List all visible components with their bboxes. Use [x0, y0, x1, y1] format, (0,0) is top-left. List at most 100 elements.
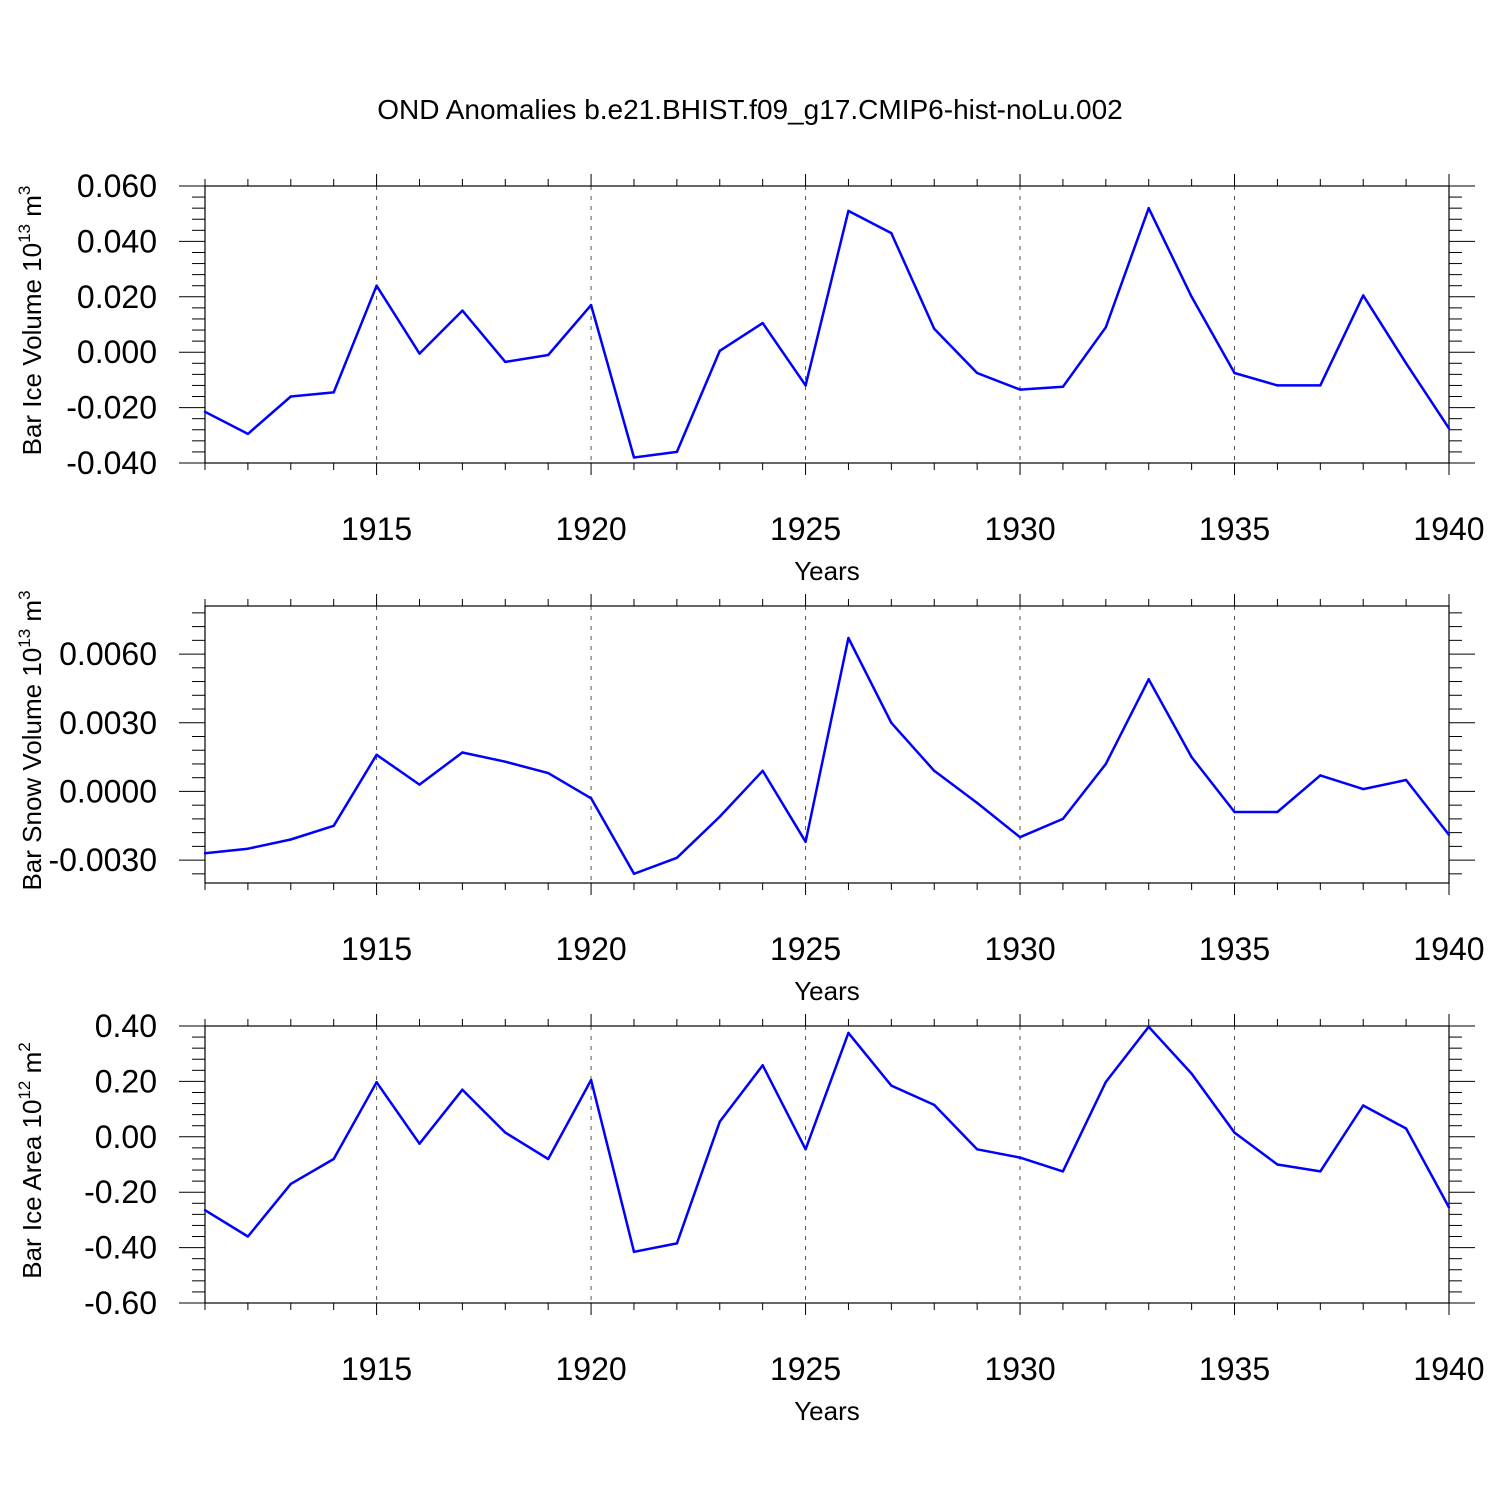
x-tick-label: 1940 — [1413, 931, 1484, 967]
y-axis-label-exponent: 13 — [15, 629, 34, 648]
data-point — [289, 838, 292, 841]
y-tick-label: -0.020 — [66, 390, 157, 426]
data-point — [504, 360, 507, 364]
y-axis-label: Bar Ice Volume 1013 m3 — [15, 186, 47, 456]
data-point — [1147, 1025, 1150, 1029]
y-tick-label: 0.020 — [77, 279, 157, 315]
data-point — [632, 1250, 636, 1253]
data-point — [718, 815, 721, 818]
data-point — [461, 751, 464, 754]
y-tick-label: -0.20 — [84, 1174, 157, 1210]
y-axis-label-unit-exponent: 3 — [15, 590, 34, 599]
panel-2: -0.0030 0.0000 0.0030 0.0060 1915 1920 1925 193… — [15, 590, 1485, 1006]
data-point — [375, 753, 378, 757]
y-tick-label: 0.040 — [77, 223, 157, 259]
x-tick-label: 1930 — [984, 1351, 1055, 1387]
data-point — [1061, 817, 1065, 821]
data-point — [804, 840, 807, 843]
data-point — [246, 847, 250, 850]
data-point — [1362, 787, 1365, 791]
y-axis-label-unit: m — [17, 195, 47, 224]
y-axis-label-text: Bar Ice Area 10 — [17, 1100, 47, 1279]
data-point — [933, 1103, 936, 1107]
data-point — [1190, 1072, 1193, 1075]
y-axis-label-unit: m — [17, 600, 47, 629]
data-point — [1404, 1127, 1408, 1130]
data-point — [203, 1209, 207, 1212]
y-tick-label: 0.0000 — [59, 773, 157, 809]
x-tick-label: 1925 — [770, 931, 841, 967]
x-tick-label: 1920 — [555, 1351, 626, 1387]
data-point — [1190, 755, 1193, 759]
data-point — [1233, 371, 1236, 375]
data-point — [847, 636, 850, 640]
data-point — [1447, 833, 1451, 837]
data-point — [1104, 1080, 1108, 1084]
x-axis-label: Years — [794, 1396, 860, 1426]
x-tick-label: 1915 — [341, 1351, 412, 1387]
y-tick-label: -0.0030 — [48, 842, 157, 878]
y-tick-label: -0.60 — [84, 1285, 157, 1321]
data-point — [332, 1157, 335, 1161]
data-point — [1404, 778, 1408, 782]
y-axis-label-text: Bar Snow Volume 10 — [17, 648, 47, 891]
plot-frame — [204, 605, 1450, 884]
y-axis-label-text: Bar Ice Volume 10 — [17, 243, 47, 455]
x-tick-label: 1935 — [1199, 1351, 1270, 1387]
y-tick-label: 0.00 — [95, 1119, 157, 1155]
x-axis-label: Years — [794, 556, 860, 586]
data-point — [1319, 774, 1322, 777]
data-point — [546, 1157, 550, 1161]
x-tick-label: 1940 — [1413, 511, 1484, 547]
data-point — [1190, 295, 1193, 298]
y-axis-label-unit-exponent: 2 — [15, 1042, 34, 1051]
x-tick-label: 1935 — [1199, 931, 1270, 967]
data-point — [1319, 384, 1322, 387]
data-point — [418, 1142, 421, 1145]
data-point — [1061, 1170, 1065, 1173]
data-point — [1018, 836, 1022, 839]
plot-frame — [204, 185, 1450, 464]
data-point — [589, 1078, 593, 1082]
y-tick-label: -0.040 — [66, 445, 157, 481]
data-point — [890, 231, 893, 235]
data-point — [804, 1148, 807, 1151]
y-axis-label-unit: m — [17, 1052, 47, 1081]
y-tick-label: 0.40 — [95, 1008, 157, 1044]
y-tick-label: 0.000 — [77, 334, 157, 370]
y-axis-label-exponent: 12 — [15, 1081, 34, 1100]
data-point — [589, 797, 593, 800]
data-point — [1104, 326, 1108, 329]
data-point — [632, 872, 636, 876]
x-tick-label: 1930 — [984, 931, 1055, 967]
x-tick-label: 1940 — [1413, 1351, 1484, 1387]
data-point — [761, 1064, 764, 1067]
data-point — [1447, 1206, 1451, 1209]
data-point — [1061, 385, 1065, 389]
data-point — [203, 410, 207, 413]
data-point — [718, 349, 721, 353]
data-point — [1362, 1104, 1365, 1107]
data-point — [246, 432, 250, 436]
y-tick-label: 0.0030 — [59, 705, 157, 741]
data-point — [1276, 384, 1279, 387]
data-point — [203, 852, 207, 855]
data-point — [933, 327, 936, 330]
x-tick-label: 1920 — [555, 931, 626, 967]
y-tick-label: 0.20 — [95, 1063, 157, 1099]
data-point — [589, 303, 593, 307]
data-point — [975, 371, 979, 375]
x-tick-label: 1930 — [984, 511, 1055, 547]
data-point — [718, 1120, 721, 1123]
data-point — [632, 456, 636, 459]
data-point — [675, 856, 679, 860]
data-point — [418, 783, 421, 786]
data-point — [1276, 810, 1279, 814]
data-point — [1319, 1170, 1322, 1173]
data-point — [418, 352, 421, 355]
data-point — [675, 1242, 679, 1245]
x-axis-label: Years — [794, 976, 860, 1006]
x-tick-label: 1920 — [555, 511, 626, 547]
data-point — [1233, 1131, 1236, 1134]
data-point — [675, 450, 679, 454]
